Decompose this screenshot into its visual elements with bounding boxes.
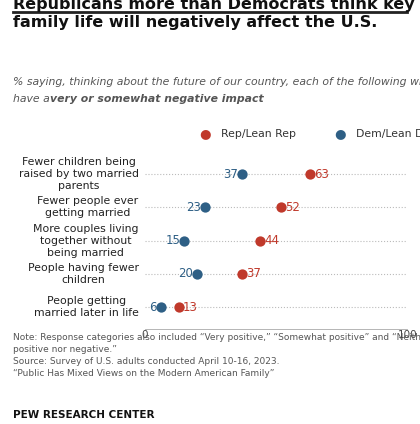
Point xyxy=(257,237,264,244)
Text: 63: 63 xyxy=(314,168,329,181)
Text: ●: ● xyxy=(334,127,345,140)
Text: 6: 6 xyxy=(149,301,157,313)
Point xyxy=(239,171,245,178)
Text: have a: have a xyxy=(13,94,53,104)
Text: Fewer people ever
getting married: Fewer people ever getting married xyxy=(37,196,139,218)
Text: PEW RESEARCH CENTER: PEW RESEARCH CENTER xyxy=(13,410,154,420)
Point xyxy=(181,237,188,244)
Point xyxy=(157,304,164,310)
Text: very or somewhat negative impact: very or somewhat negative impact xyxy=(50,94,263,104)
Text: 23: 23 xyxy=(186,201,201,214)
Point xyxy=(176,304,182,310)
Text: Fewer children being
raised by two married
parents: Fewer children being raised by two marri… xyxy=(18,157,139,191)
Text: 37: 37 xyxy=(246,267,261,280)
Text: 13: 13 xyxy=(183,301,198,313)
Text: % saying, thinking about the future of our country, each of the following will: % saying, thinking about the future of o… xyxy=(13,77,420,87)
Text: 20: 20 xyxy=(178,267,194,280)
Text: Republicans more than Democrats think key trends in
family life will negatively : Republicans more than Democrats think ke… xyxy=(13,0,420,30)
Point xyxy=(202,204,209,211)
Text: Note: Response categories also included “Very positive,” “Somewhat positive” and: Note: Response categories also included … xyxy=(13,333,420,378)
Text: 37: 37 xyxy=(223,168,238,181)
Text: 52: 52 xyxy=(285,201,300,214)
Text: People getting
married later in life: People getting married later in life xyxy=(34,296,139,318)
Point xyxy=(194,271,201,277)
Text: People having fewer
children: People having fewer children xyxy=(28,263,139,285)
Text: ●: ● xyxy=(200,127,211,140)
Text: 44: 44 xyxy=(264,234,279,247)
Point xyxy=(278,204,285,211)
Text: More couples living
together without
being married: More couples living together without bei… xyxy=(33,223,139,258)
Point xyxy=(239,271,245,277)
Text: Dem/Lean Dem: Dem/Lean Dem xyxy=(356,128,420,139)
Point xyxy=(307,171,314,178)
Text: Rep/Lean Rep: Rep/Lean Rep xyxy=(221,128,297,139)
Text: 15: 15 xyxy=(165,234,180,247)
